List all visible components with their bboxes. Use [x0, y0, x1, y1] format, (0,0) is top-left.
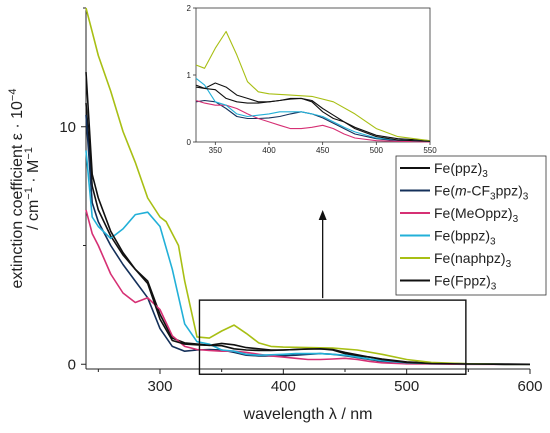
- inset-series-line: [195, 99, 431, 142]
- inset-series-line: [195, 86, 431, 142]
- legend-box: [395, 155, 547, 296]
- arrow-head: [318, 210, 327, 220]
- legend-label: Fe(m-CF3ppz)3: [434, 183, 529, 203]
- legend-label: Fe(MeOppz)3: [434, 205, 519, 225]
- series-line: [85, 150, 530, 366]
- legend-label: Fe(Fppz)3: [434, 273, 497, 293]
- inset-ticks: 350 400 450 500 550 0 1 2: [187, 4, 438, 155]
- inset-series: [195, 30, 431, 143]
- x-axis-label: wavelength λ / nm: [243, 406, 373, 423]
- inset-x-tick-label: 450: [316, 146, 330, 155]
- legend-label: Fe(bppz)3: [434, 228, 496, 248]
- inset-x-tick-label: 350: [209, 146, 223, 155]
- series-line: [85, 72, 530, 366]
- y-tick-label: 0: [68, 356, 76, 373]
- y-axis-label: extinction coefficient ε · 10−4/ cm−1 · …: [7, 89, 42, 289]
- inset-series-line: [195, 30, 431, 142]
- x-tick-label: 600: [517, 378, 542, 395]
- legend-label: Fe(naphpz)3: [434, 250, 512, 270]
- zoom-box: [198, 299, 467, 375]
- inset-y-tick-label: 1: [187, 71, 192, 80]
- inset-x-tick-label: 550: [423, 146, 437, 155]
- inset-x-tick-label: 400: [262, 146, 276, 155]
- inset-plot: 350 400 450 500 550 0 1 2: [187, 4, 438, 155]
- zoom-arrow: [318, 210, 327, 299]
- main-series: [85, 7, 531, 366]
- x-tick-label: 400: [271, 378, 296, 395]
- inset-series-line: [195, 77, 431, 142]
- inset-series-line: [195, 82, 431, 142]
- inset-y-tick-label: 2: [187, 4, 192, 13]
- legend-label: Fe(ppz)3: [434, 160, 488, 180]
- inset-frame: [195, 7, 431, 143]
- inset-x-tick-label: 500: [370, 146, 384, 155]
- x-tick-label: 300: [147, 378, 172, 395]
- series-line: [85, 7, 530, 366]
- legend: Fe(ppz)3 Fe(m-CF3ppz)3Fe(MeOppz)3 Fe(bppz)…: [395, 155, 547, 296]
- x-tick-label: 500: [394, 378, 419, 395]
- y-tick-label: 10: [59, 119, 76, 136]
- series-line: [85, 209, 530, 366]
- inset-y-tick-label: 0: [187, 138, 192, 147]
